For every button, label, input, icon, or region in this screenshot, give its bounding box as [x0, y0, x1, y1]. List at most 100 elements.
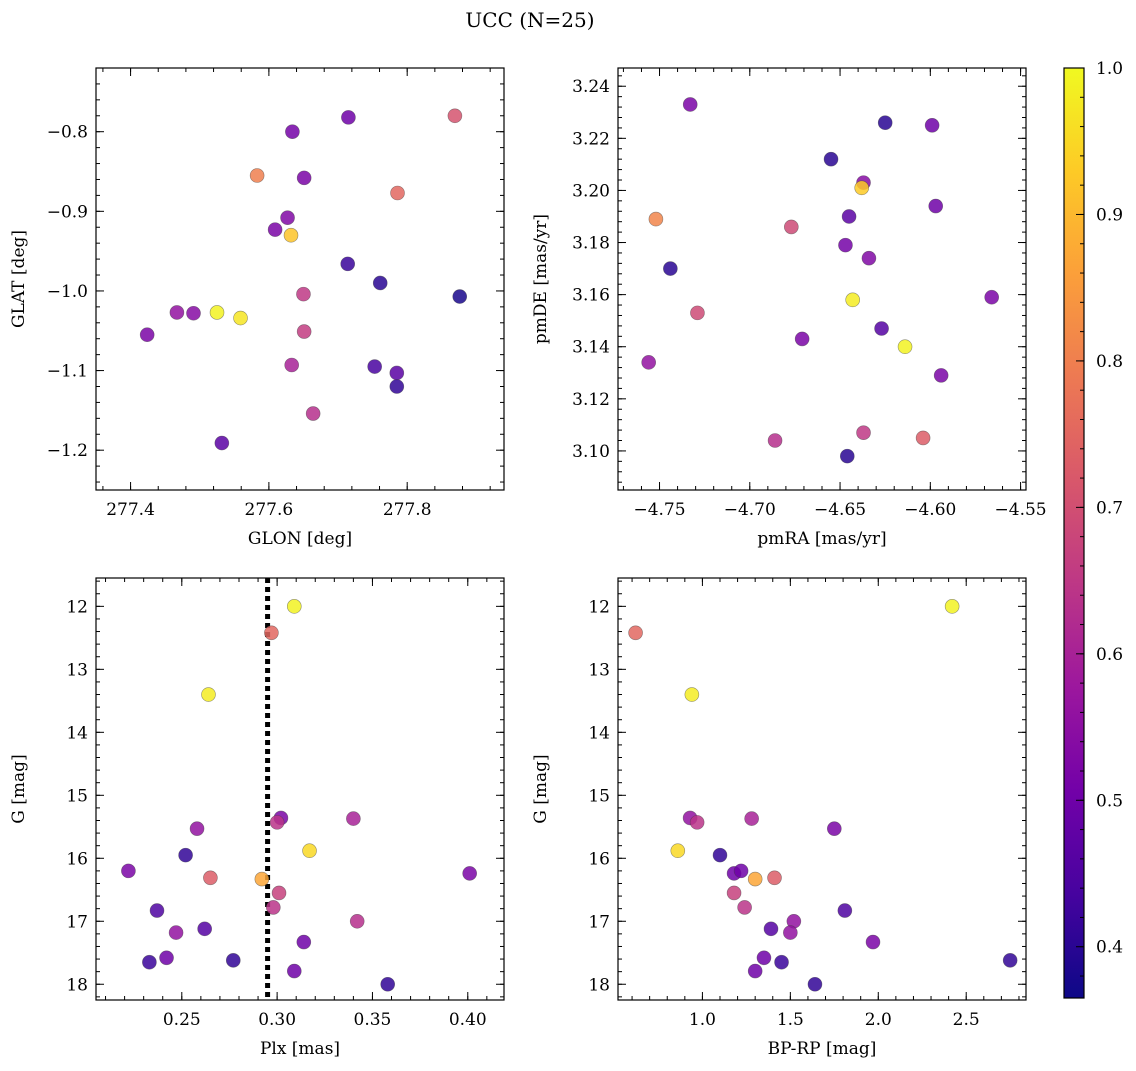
data-point	[121, 863, 136, 879]
data-point	[767, 433, 783, 448]
data-point	[928, 198, 944, 214]
data-point	[284, 357, 300, 373]
data-point	[249, 168, 265, 183]
x-tick-label: −4.60	[904, 500, 956, 520]
data-point	[305, 406, 321, 421]
data-point	[269, 815, 285, 830]
data-point	[203, 870, 218, 886]
x-tick-label: 0.40	[449, 1010, 487, 1030]
y-tick-label: −1.2	[47, 441, 88, 461]
data-point	[874, 321, 889, 336]
panel-lonlat: 277.4 277.6 277.8 −1.2 −1.1 −1.0 −0.9 −0.8 GLON …	[9, 67, 505, 549]
data-point	[340, 256, 356, 272]
y-tick-label: 3.14	[572, 338, 610, 358]
colorbar-tick-label: 0.9	[1096, 205, 1123, 225]
data-point	[726, 885, 742, 901]
data-point	[845, 292, 860, 308]
x-tick-label: −4.65	[814, 500, 866, 520]
y-tick-label: −0.9	[47, 202, 88, 222]
data-point	[933, 368, 949, 383]
data-point	[189, 821, 205, 836]
data-point	[747, 963, 763, 979]
data-point	[254, 871, 270, 887]
y-tick-label: 3.18	[572, 234, 610, 254]
data-point	[271, 885, 287, 901]
data-point	[774, 954, 789, 970]
x-axis-label: pmRA [mas/yr]	[757, 529, 886, 549]
data-point	[452, 289, 468, 304]
data-point	[712, 847, 728, 863]
y-tick-label: 14	[588, 723, 610, 743]
data-point	[285, 124, 300, 139]
data-point	[747, 871, 763, 887]
y-tick-label: 12	[588, 597, 610, 617]
x-tick-label: 1.0	[689, 1010, 716, 1030]
y-tick-label: 3.22	[572, 129, 610, 149]
y-axis-label: G [mag]	[9, 754, 29, 823]
data-point	[915, 430, 931, 446]
colorbar-tick-label: 0.6	[1096, 645, 1123, 665]
data-point	[367, 359, 382, 374]
y-tick-label: 13	[588, 660, 610, 680]
data-point	[689, 815, 705, 830]
x-tick-label: 277.6	[245, 500, 294, 520]
data-point	[462, 866, 477, 881]
y-axis-label: G [mag]	[531, 754, 551, 823]
plot-frame	[95, 67, 505, 491]
data-point	[286, 963, 302, 979]
data-point	[139, 327, 155, 343]
data-point	[877, 115, 893, 131]
data-point	[984, 289, 999, 305]
y-tick-label: 17	[588, 912, 610, 932]
colorbar: 0.4 0.5 0.6 0.7 0.8 0.9 1.0	[1063, 59, 1123, 999]
panel-cmd: 1.0 1.5 2.0 2.5 12 13 14 15 16 17 18 BP-RP [mag] G […	[531, 577, 1027, 1059]
data-point	[690, 305, 705, 321]
plot-frame	[95, 577, 505, 1001]
data-point	[296, 324, 312, 339]
data-point	[346, 811, 361, 826]
data-point	[744, 811, 759, 826]
data-point	[854, 180, 870, 196]
data-point	[648, 211, 664, 227]
data-point	[389, 365, 405, 381]
data-point	[389, 379, 405, 394]
x-tick-label: 2.0	[865, 1010, 892, 1030]
y-tick-label: 3.10	[572, 442, 610, 462]
data-point	[349, 913, 365, 929]
plot-frame	[617, 577, 1027, 1001]
data-point	[197, 921, 212, 937]
data-point	[380, 976, 396, 992]
colorbar-tick-label: 0.7	[1096, 498, 1123, 518]
data-point	[794, 331, 810, 347]
colorbar-tick-label: 0.8	[1096, 352, 1123, 372]
data-point	[341, 110, 356, 125]
y-tick-label: 3.16	[572, 286, 610, 306]
y-tick-label: −0.8	[47, 123, 88, 143]
data-point	[214, 435, 230, 451]
panel-plx_g: 0.25 0.30 0.35 0.40 12 13 14 15 16 17 18 Plx [mas] G…	[9, 577, 505, 1059]
data-point	[209, 305, 225, 320]
data-point	[266, 900, 281, 915]
x-axis-label: BP-RP [mag]	[768, 1039, 877, 1059]
data-point	[201, 687, 216, 702]
y-tick-label: −1.0	[47, 282, 88, 302]
data-point	[280, 210, 295, 225]
data-point	[823, 151, 839, 167]
y-tick-label: 16	[588, 849, 610, 869]
data-point	[839, 448, 855, 464]
data-point	[733, 863, 749, 879]
data-point	[641, 355, 656, 370]
x-tick-label: −4.55	[995, 500, 1047, 520]
data-point	[783, 925, 798, 940]
data-point	[737, 900, 752, 915]
data-point	[149, 903, 165, 918]
colorbar-gradient	[1063, 67, 1085, 999]
x-axis-label: GLON [deg]	[248, 529, 352, 549]
x-tick-label: 0.35	[354, 1010, 392, 1030]
data-point	[372, 275, 388, 291]
data-point	[841, 209, 857, 224]
data-point	[924, 118, 940, 133]
panel-pm: −4.75 −4.70 −4.65 −4.60 −4.55 3.10 3.12 3.14 3.1…	[531, 67, 1047, 549]
y-axis-label: pmDE [mas/yr]	[531, 214, 551, 344]
data-point	[763, 921, 779, 937]
